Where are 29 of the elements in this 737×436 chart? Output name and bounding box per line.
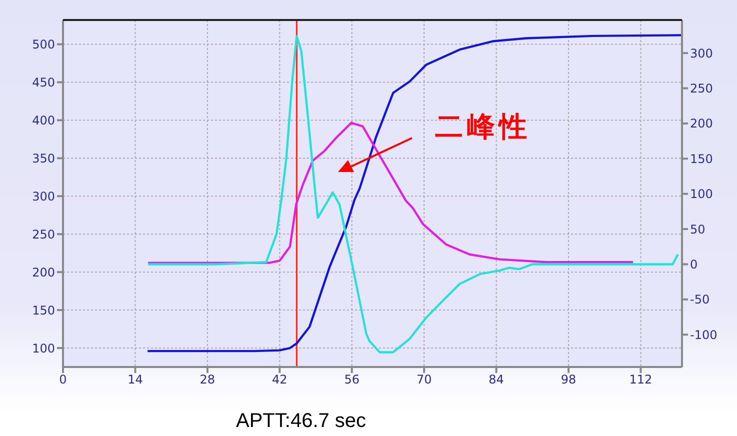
x-tick-label: 14 [128,372,143,387]
y-tick-label: 250 [32,227,55,242]
x-tick-label: 70 [416,372,432,387]
y-tick-label: 300 [32,189,55,204]
y2-tick-label: -50 [690,292,710,307]
x-tick-label: 98 [560,372,576,387]
y2-tick-label: 250 [690,82,713,96]
x-tick-label: 56 [344,372,360,387]
annotation: 二峰性 [435,109,531,145]
y-tick-label: 100 [32,341,55,356]
x-tick-label: 84 [488,372,504,387]
y-tick-label: 150 [32,303,55,318]
y-tick-label: 350 [32,151,55,166]
text: APTT:46.7 sec [236,410,366,433]
y2-tick-label: 150 [690,152,713,166]
y2-tick-label: 300 [690,46,713,60]
y2-tick-label: 200 [690,116,713,131]
y-tick-label: 450 [32,76,55,90]
y-tick-label: 400 [32,113,55,128]
x-tick-label: 0 [59,372,67,387]
x-tick-label: 112 [629,372,652,387]
y-tick-label: 500 [32,38,55,52]
y-tick-label: 200 [32,265,55,280]
y2-tick-label: 50 [690,222,706,236]
y2-tick-label: -100 [690,328,718,342]
x-tick-label: 28 [200,372,216,387]
y2-tick-label: 100 [690,187,713,202]
y2-tick-label: 0 [690,257,698,272]
x-tick-label: 42 [272,372,288,387]
